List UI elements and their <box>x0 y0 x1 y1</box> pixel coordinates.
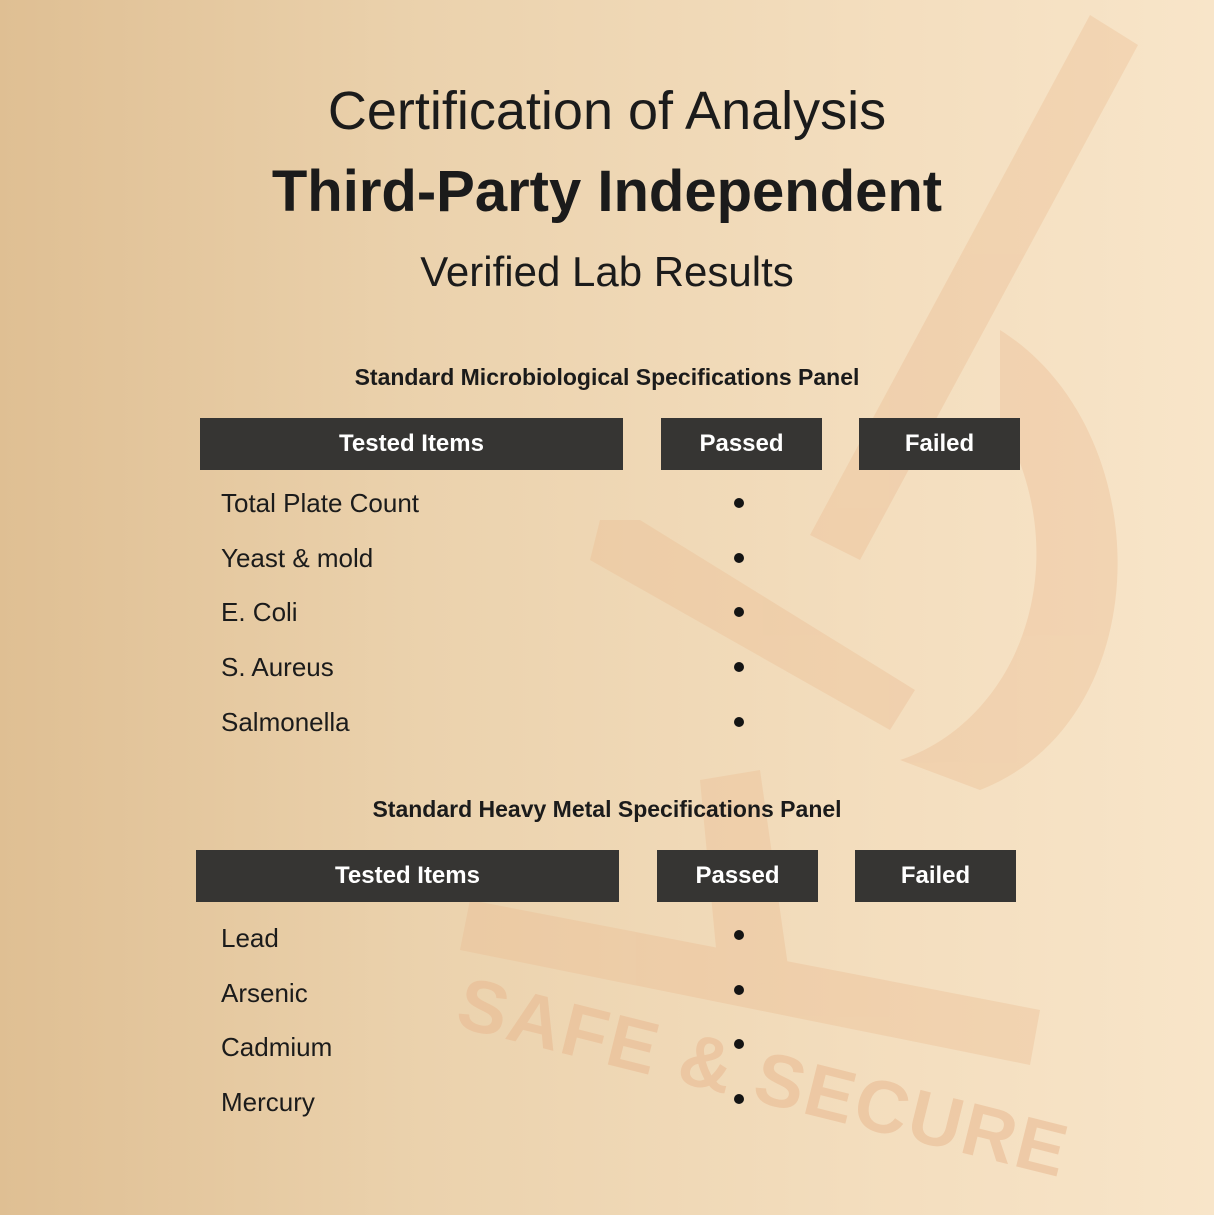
tested-item: Salmonella <box>221 707 350 737</box>
passed-dot-icon <box>734 553 744 563</box>
passed-dot-icon <box>734 1039 744 1049</box>
page-tagline: Verified Lab Results <box>420 248 794 295</box>
column-header-failed: Failed <box>859 418 1020 470</box>
tested-item: Total Plate Count <box>221 488 420 518</box>
page-title: Certification of Analysis <box>327 81 887 141</box>
page-subtitle: Third-Party Independent <box>271 159 943 224</box>
column-header-passed: Passed <box>661 418 822 470</box>
tested-item: S. Aureus <box>221 652 334 682</box>
passed-dot-icon <box>734 607 744 617</box>
tested-item: E. Coli <box>221 597 298 627</box>
column-header-tested-items: Tested Items <box>196 850 619 902</box>
panel-title: Standard Heavy Metal Specifications Pane… <box>372 796 842 822</box>
passed-dot-icon <box>734 662 744 672</box>
tested-item: Mercury <box>221 1087 315 1117</box>
column-header-passed: Passed <box>657 850 818 902</box>
column-header-failed: Failed <box>855 850 1016 902</box>
column-header-tested-items: Tested Items <box>200 418 623 470</box>
passed-dot-icon <box>734 930 744 940</box>
passed-dot-icon <box>734 985 744 995</box>
tested-item: Arsenic <box>221 978 308 1008</box>
passed-dot-icon <box>734 498 744 508</box>
passed-dot-icon <box>734 1094 744 1104</box>
panel-title: Standard Microbiological Specifications … <box>354 364 860 390</box>
passed-dot-icon <box>734 717 744 727</box>
tested-item: Yeast & mold <box>221 543 374 573</box>
tested-item: Cadmium <box>221 1032 333 1062</box>
tested-item: Lead <box>221 923 279 953</box>
